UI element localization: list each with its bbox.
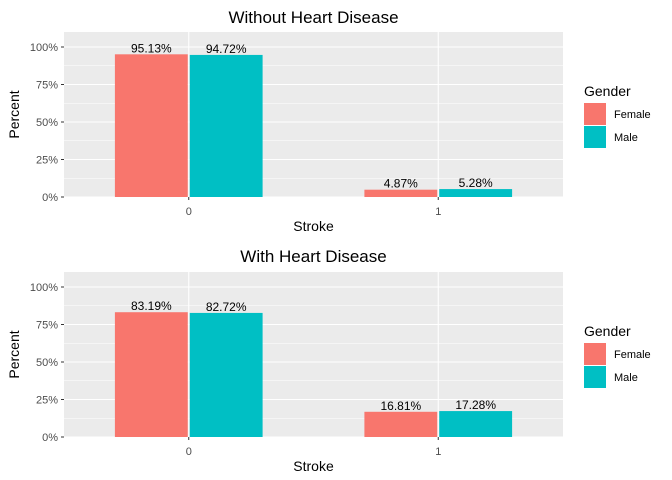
legend-label: Male [614, 372, 638, 384]
x-axis-title: Stroke [293, 458, 334, 474]
legend-key-male [584, 126, 606, 148]
bar-male-0 [189, 312, 263, 437]
legend-key-female [584, 343, 606, 365]
bar-male-1 [439, 411, 513, 437]
y-tick-label: 100% [30, 42, 58, 54]
legend-key-male [584, 366, 606, 388]
y-axis-title: Percent [6, 330, 22, 378]
x-axis-title: Stroke [293, 218, 334, 234]
legend-label: Female [614, 349, 651, 361]
legend-key-female [584, 103, 606, 125]
chart-title: Without Heart Disease [228, 8, 398, 27]
data-label: 17.28% [455, 398, 496, 412]
bar-female-1 [364, 411, 438, 437]
y-tick-label: 0% [42, 432, 58, 444]
y-tick-label: 25% [36, 155, 58, 167]
data-label: 4.87% [384, 177, 418, 191]
bar-female-0 [114, 312, 188, 437]
x-tick-label: 0 [186, 206, 192, 218]
y-tick-label: 25% [36, 395, 58, 407]
data-label: 82.72% [206, 300, 247, 314]
chart-title: With Heart Disease [240, 247, 386, 266]
legend-label: Female [614, 109, 651, 121]
chart-panel-1: Without Heart Disease 0% 25% 50% 75% 100% 0 1 95… [6, 8, 651, 234]
y-tick-label: 75% [36, 320, 58, 332]
y-tick-label: 50% [36, 117, 58, 129]
x-tick-label: 1 [435, 206, 441, 218]
data-label: 83.19% [131, 299, 172, 313]
y-axis-title: Percent [6, 90, 22, 138]
chart-panel-2: With Heart Disease 0% 25% 50% 75% 100% 0 1 83.19… [6, 247, 651, 474]
bar-male-1 [439, 189, 513, 197]
data-label: 16.81% [380, 399, 421, 413]
data-label: 94.72% [206, 42, 247, 56]
x-tick-label: 1 [435, 446, 441, 458]
legend: Gender Female Male [584, 83, 651, 148]
x-tick-label: 0 [186, 446, 192, 458]
bar-female-0 [114, 54, 188, 198]
legend-title: Gender [584, 323, 631, 339]
y-tick-label: 0% [42, 192, 58, 204]
data-label: 5.28% [459, 176, 493, 190]
data-label: 95.13% [131, 41, 172, 55]
bar-female-1 [364, 189, 438, 197]
bar-male-0 [189, 54, 263, 197]
y-tick-label: 50% [36, 357, 58, 369]
legend: Gender Female Male [584, 323, 651, 388]
legend-label: Male [614, 132, 638, 144]
y-tick-label: 75% [36, 80, 58, 92]
legend-title: Gender [584, 83, 631, 99]
y-tick-label: 100% [30, 282, 58, 294]
